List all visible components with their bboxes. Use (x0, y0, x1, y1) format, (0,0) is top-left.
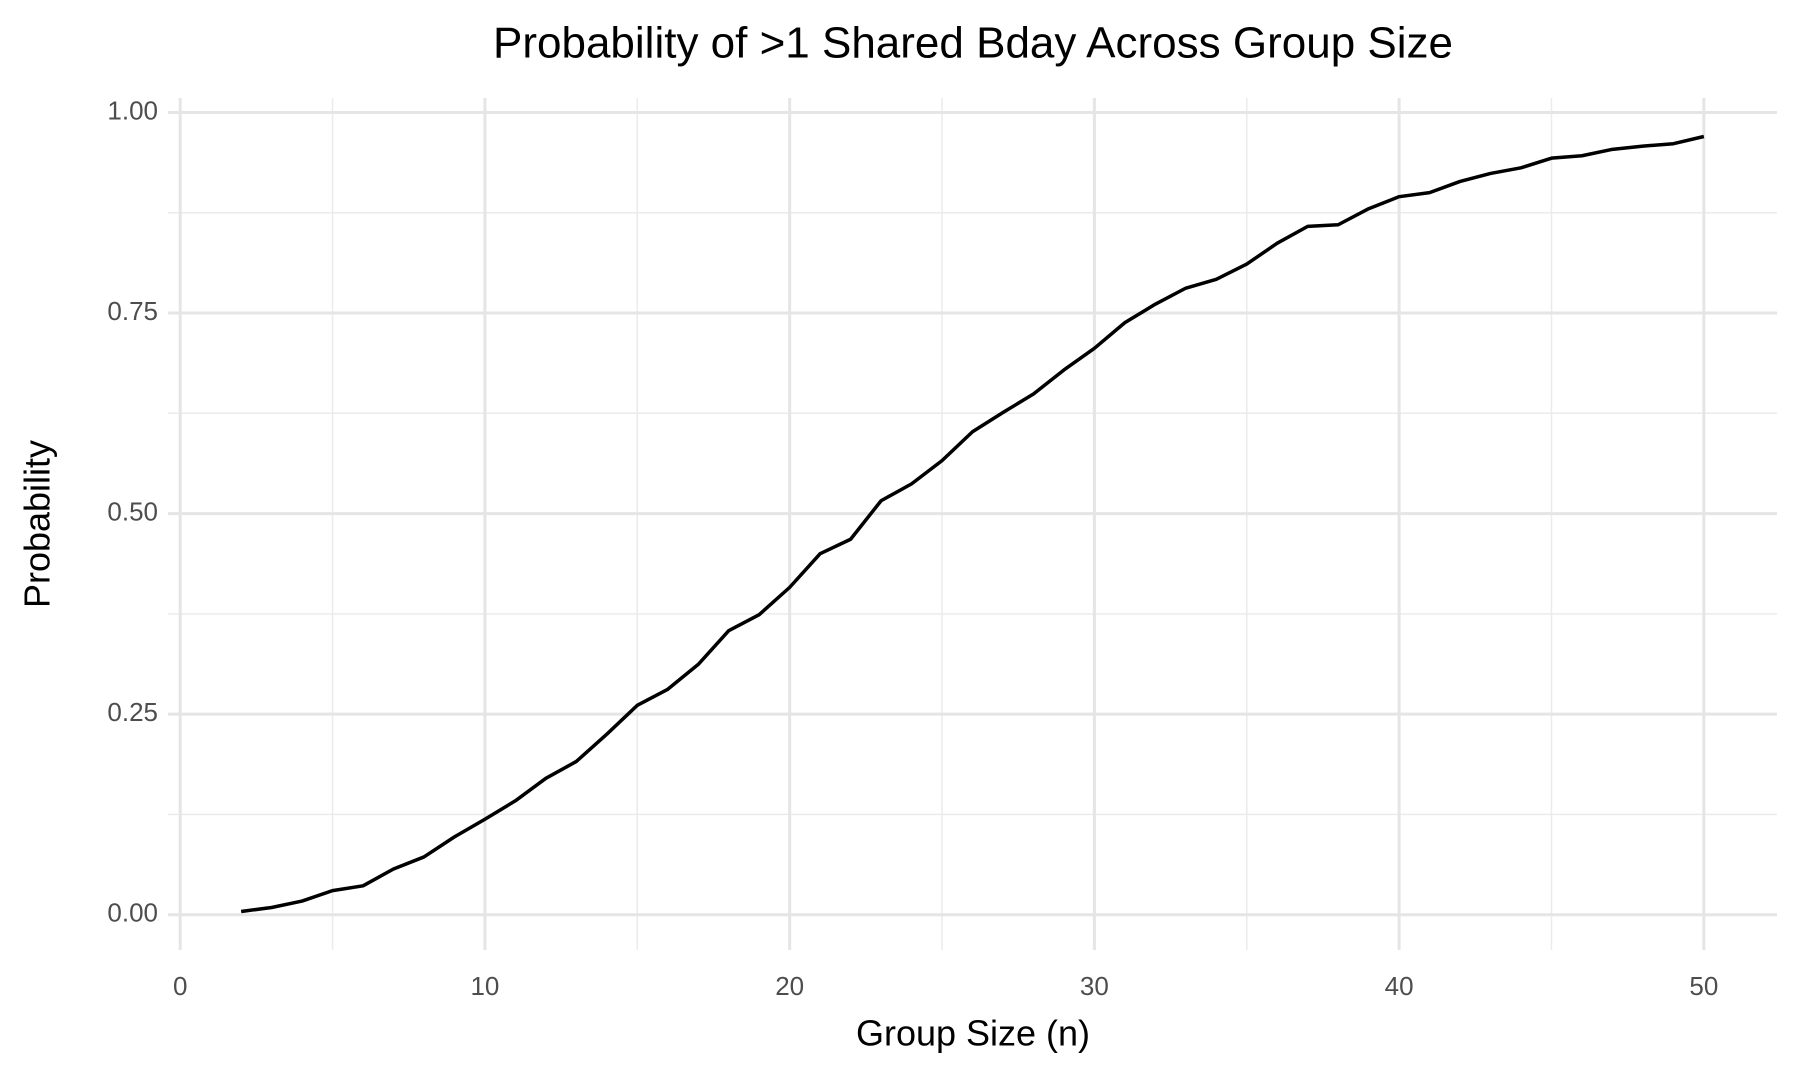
x-tick-label: 20 (775, 971, 804, 1001)
x-tick-label: 0 (173, 971, 187, 1001)
x-tick-label: 10 (470, 971, 499, 1001)
y-tick-label: 1.00 (107, 95, 158, 125)
line (240, 134, 1705, 914)
x-tick-label: 50 (1689, 971, 1718, 1001)
y-tick-label: 0.25 (107, 697, 158, 727)
y-tick-label: 0.50 (107, 496, 158, 526)
y-tick-label: 0.00 (107, 898, 158, 928)
chart-title: Probability of >1 Shared Bday Across Gro… (493, 19, 1453, 68)
x-tick-label: 30 (1080, 971, 1109, 1001)
x-axis-title: Group Size (n) (856, 1013, 1090, 1054)
y-tick-label: 0.75 (107, 296, 158, 326)
x-tick-label: 40 (1385, 971, 1414, 1001)
y-axis-title: Probability (17, 440, 58, 608)
